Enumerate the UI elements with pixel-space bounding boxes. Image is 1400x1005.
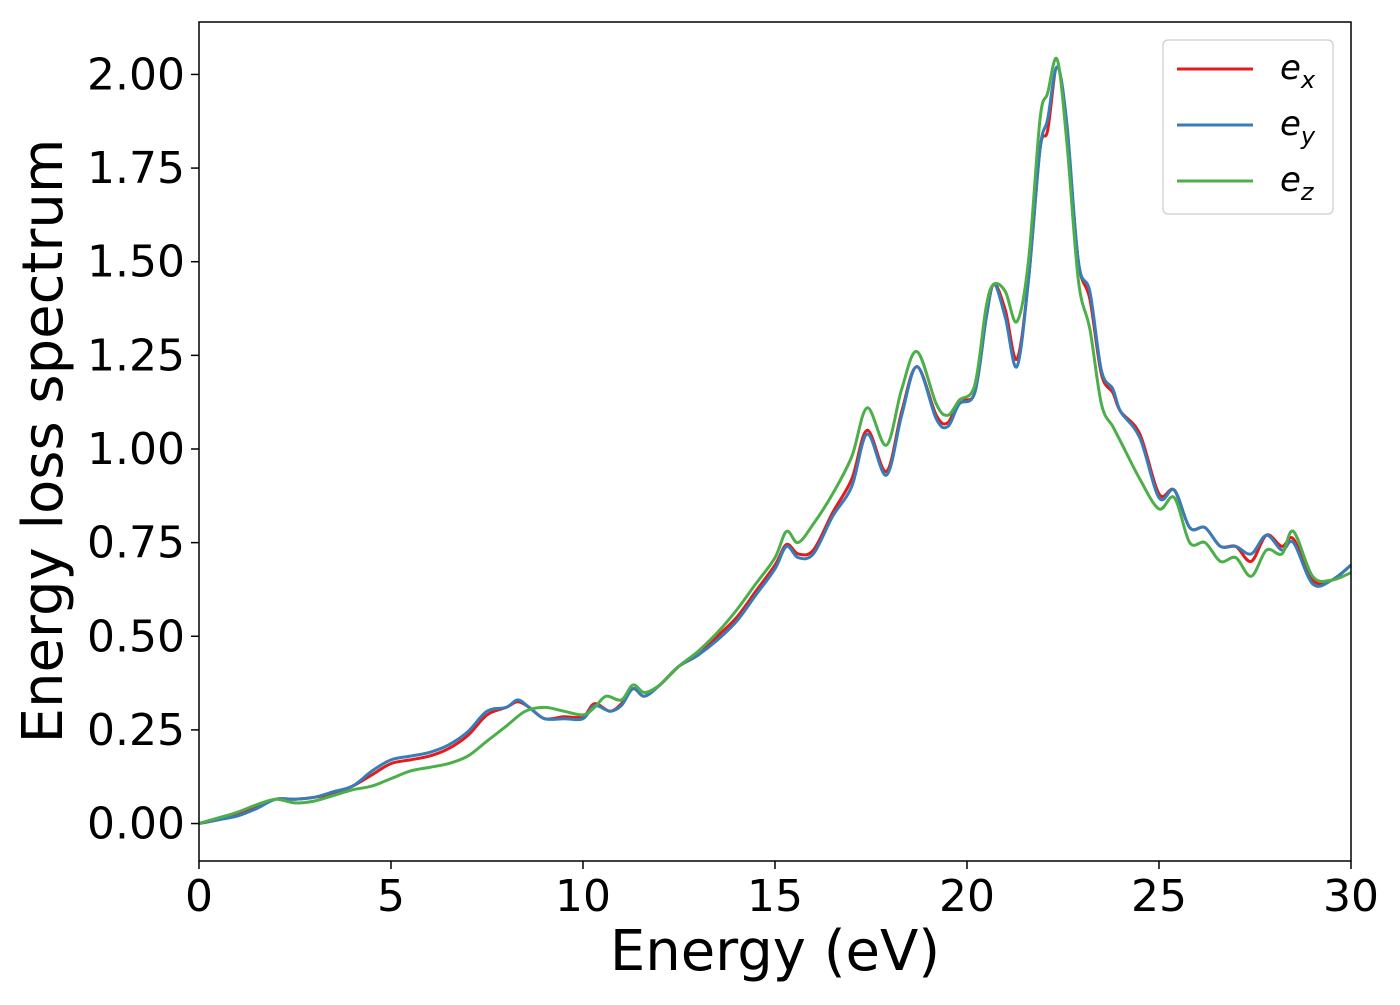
legend-label-ez: ez	[1280, 160, 1315, 206]
legend-label-ex: ex	[1280, 48, 1316, 94]
x-tick-label: 25	[1131, 871, 1187, 922]
y-tick-label: 1.00	[87, 424, 185, 475]
x-tick-label: 5	[377, 871, 405, 922]
y-tick-label: 1.75	[87, 143, 185, 194]
y-axis-title: Energy loss spectrum	[11, 139, 76, 744]
series-lines	[198, 56, 1352, 825]
y-tick-label: 0.25	[87, 705, 185, 756]
y-tick-label: 1.50	[87, 237, 185, 288]
y-tick-label: 1.25	[87, 330, 185, 381]
y-tick-label: 0.00	[87, 799, 185, 850]
x-tick-label: 0	[185, 871, 213, 922]
series-line-ey	[198, 65, 1352, 825]
x-tick-label: 30	[1323, 871, 1379, 922]
y-tick-label: 2.00	[87, 49, 185, 100]
x-tick-label: 20	[939, 871, 995, 922]
x-tick-label: 15	[747, 871, 803, 922]
series-line-ez	[198, 56, 1352, 825]
legend: ex ey ez	[1162, 39, 1334, 215]
y-tick-label: 0.50	[87, 611, 185, 662]
legend-label-ey: ey	[1280, 104, 1316, 150]
x-tick-label: 10	[555, 871, 611, 922]
x-axis-title: Energy (eV)	[610, 919, 940, 984]
legend-entries: ex ey ez	[1177, 48, 1316, 206]
legend-box	[1162, 39, 1334, 215]
y-tick-label: 0.75	[87, 518, 185, 569]
axis-ticks: 0 5 10 15 20 25 30 0.00 0.25 0.50 0.75 1.00 1.25 1.50…	[87, 49, 1379, 922]
